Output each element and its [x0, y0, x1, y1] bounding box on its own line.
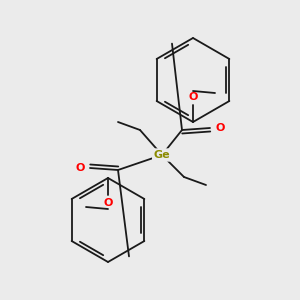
Text: O: O	[76, 163, 85, 173]
Text: O: O	[103, 198, 113, 208]
Text: Ge: Ge	[154, 150, 170, 160]
Text: O: O	[188, 92, 198, 102]
Text: O: O	[215, 123, 224, 133]
